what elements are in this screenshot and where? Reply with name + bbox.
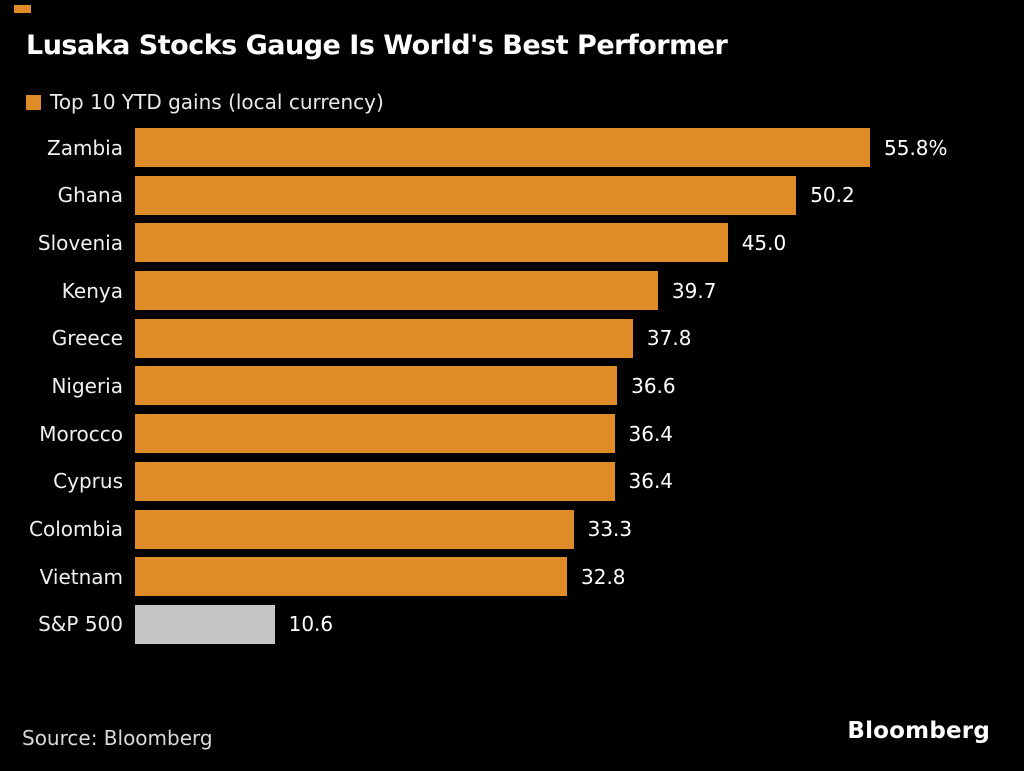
value-label: 36.4: [628, 469, 674, 494]
bar-track: 36.4: [135, 414, 1024, 454]
bar: [135, 366, 618, 406]
bar-row: Greece 37.8: [0, 318, 1024, 358]
category-label: S&P 500: [38, 612, 123, 637]
bar-row: Slovenia 45.0: [0, 223, 1024, 263]
bar-row: Colombia 33.3: [0, 509, 1024, 549]
bar-row: Kenya 39.7: [0, 271, 1024, 311]
value-label: 37.8: [646, 326, 692, 351]
legend-label: Top 10 YTD gains (local currency): [50, 90, 384, 114]
value-label: 50.2: [810, 183, 855, 208]
bar: [135, 557, 567, 597]
category-label: Ghana: [57, 183, 123, 208]
bar-track: 37.8: [135, 318, 1024, 358]
bar-track: 36.6: [135, 366, 1024, 406]
value-label: 55.8%: [884, 135, 948, 160]
value-label: 39.7: [671, 278, 717, 303]
bar: [135, 509, 574, 549]
bar-track: 39.7: [135, 271, 1024, 311]
value-label: 36.6: [631, 373, 676, 398]
bar-row: Nigeria 36.6: [0, 366, 1024, 406]
legend-swatch-icon: [26, 94, 41, 110]
value-label: 36.4: [628, 421, 674, 446]
bar: [135, 271, 658, 311]
bar-track: 32.8: [135, 557, 1024, 597]
bar: [135, 128, 870, 167]
category-label: Slovenia: [37, 230, 123, 255]
category-label: Morocco: [39, 421, 123, 446]
category-label: Vietnam: [39, 564, 123, 589]
bar-track: 45.0: [135, 223, 1024, 263]
bar: [135, 461, 615, 501]
bar: [135, 175, 797, 215]
category-label: Kenya: [61, 278, 123, 303]
source-label: Source: Bloomberg: [22, 726, 213, 750]
bar-track: 36.4: [135, 461, 1024, 501]
value-label: 45.0: [741, 230, 787, 255]
value-label: 10.6: [288, 612, 334, 637]
bar: [135, 318, 633, 358]
bar-track: 50.2: [135, 175, 1024, 215]
accent-mark: [14, 5, 31, 13]
bar-row: S&P 500 10.6: [0, 604, 1024, 644]
chart-title: Lusaka Stocks Gauge Is World's Best Perf…: [26, 30, 728, 61]
bloomberg-logo: Bloomberg: [847, 718, 990, 744]
category-label: Zambia: [47, 135, 123, 160]
value-label: 33.3: [587, 517, 633, 541]
bar-row: Ghana 50.2: [0, 175, 1024, 215]
bar-row: Morocco 36.4: [0, 414, 1024, 454]
bar: [135, 604, 275, 644]
bar: [135, 223, 728, 263]
bar-rows: Zambia 55.8% Ghana 50.2 Slovenia 45.0 Kenya 39.…: [0, 128, 1024, 653]
category-label: Greece: [51, 326, 123, 351]
bar-row: Zambia 55.8%: [0, 128, 1024, 167]
category-label: Nigeria: [51, 373, 123, 398]
bar: [135, 414, 615, 454]
bar-row: Cyprus 36.4: [0, 461, 1024, 501]
category-label: Colombia: [29, 517, 123, 541]
category-label: Cyprus: [53, 469, 123, 494]
bar-track: 33.3: [135, 509, 1024, 549]
bar-row: Vietnam 32.8: [0, 557, 1024, 597]
legend: Top 10 YTD gains (local currency): [26, 90, 384, 114]
bar-track: 55.8%: [135, 128, 1024, 167]
value-label: 32.8: [581, 564, 626, 589]
bar-track: 10.6: [135, 604, 1024, 644]
